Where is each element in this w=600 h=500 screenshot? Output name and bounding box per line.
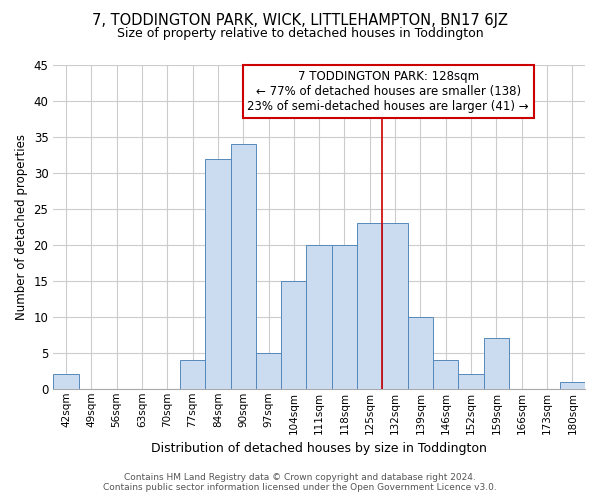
Bar (332, 245, 357, 389)
Bar (408, 317, 433, 389)
Bar (458, 374, 484, 389)
Bar (281, 281, 307, 389)
Bar (307, 245, 332, 389)
Bar (230, 144, 256, 389)
Y-axis label: Number of detached properties: Number of detached properties (15, 134, 28, 320)
Text: Size of property relative to detached houses in Toddington: Size of property relative to detached ho… (116, 28, 484, 40)
Bar (382, 224, 408, 389)
Text: Contains HM Land Registry data © Crown copyright and database right 2024.
Contai: Contains HM Land Registry data © Crown c… (103, 473, 497, 492)
X-axis label: Distribution of detached houses by size in Toddington: Distribution of detached houses by size … (151, 442, 487, 455)
Bar (433, 360, 458, 389)
Bar (256, 353, 281, 389)
Bar (560, 382, 585, 389)
Text: 7 TODDINGTON PARK: 128sqm
← 77% of detached houses are smaller (138)
23% of semi: 7 TODDINGTON PARK: 128sqm ← 77% of detac… (247, 70, 529, 113)
Bar (53, 374, 79, 389)
Bar (357, 224, 382, 389)
Bar (484, 338, 509, 389)
Bar (180, 360, 205, 389)
Bar (205, 158, 230, 389)
Text: 7, TODDINGTON PARK, WICK, LITTLEHAMPTON, BN17 6JZ: 7, TODDINGTON PARK, WICK, LITTLEHAMPTON,… (92, 12, 508, 28)
